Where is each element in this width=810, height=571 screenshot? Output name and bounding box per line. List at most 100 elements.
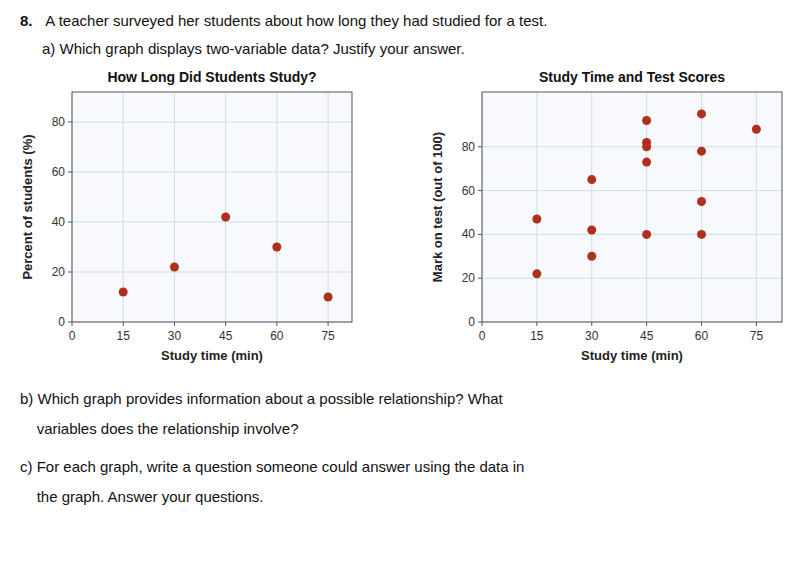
tick-label-x: 75 (750, 329, 764, 343)
tick-label-y: 80 (52, 115, 66, 129)
tick-y (478, 190, 482, 191)
point (752, 125, 761, 134)
grid-line-x (276, 92, 277, 322)
tick-x (225, 322, 226, 326)
point (642, 116, 651, 125)
point (532, 215, 541, 224)
question-text: A teacher surveyed her students about ho… (42, 12, 547, 29)
tick-y (68, 222, 72, 223)
question-text: b) Which graph provides information abou… (20, 390, 504, 407)
tick-x (756, 322, 757, 326)
tick-y (68, 272, 72, 273)
tick-label-x: 30 (168, 329, 182, 343)
grid-line-x (225, 92, 226, 322)
plot-frame (72, 92, 352, 322)
points (119, 213, 333, 302)
tick-y (68, 322, 72, 323)
tick-label-x: 0 (479, 329, 486, 343)
tick-y (68, 172, 72, 173)
point (697, 197, 706, 206)
grid-line-y (482, 234, 782, 235)
grid-line-x (174, 92, 175, 322)
tick-x (701, 322, 702, 326)
tick-x (72, 322, 73, 326)
point (119, 288, 128, 297)
tick-label-x: 0 (69, 329, 76, 343)
grid-line-y (72, 122, 352, 123)
tick-x (536, 322, 537, 326)
tick-y (68, 122, 72, 123)
point (697, 230, 706, 239)
grid-line-y (72, 272, 352, 273)
chart: 0 15 30 45 60 75 0 20 40 60 80 Study Time and Test … (430, 69, 782, 363)
grid-line-y (482, 278, 782, 279)
tick-label-y: 80 (462, 140, 476, 154)
page: 8. A teacher surveyed her students about… (0, 0, 810, 571)
tick-label-x: 60 (695, 329, 709, 343)
tick-x (174, 322, 175, 326)
point (170, 263, 179, 272)
chart-title: How Long Did Students Study? (107, 69, 316, 85)
tick-y (478, 234, 482, 235)
tick-label-y: 0 (58, 315, 65, 329)
tick-x (123, 322, 124, 326)
tick-x (276, 322, 277, 326)
tick-label-x: 15 (117, 329, 131, 343)
grid-line-x (701, 92, 702, 322)
point (324, 293, 333, 302)
point (642, 230, 651, 239)
tick-x (482, 322, 483, 326)
point (587, 175, 596, 184)
tick-x (328, 322, 329, 326)
tick-label-y: 60 (462, 184, 476, 198)
point (272, 243, 281, 252)
tick-label-y: 60 (52, 165, 66, 179)
grid-line-y (482, 146, 782, 147)
tick-label-y: 0 (468, 315, 475, 329)
point (697, 147, 706, 156)
grid-line-y (72, 172, 352, 173)
tick-label-y: 40 (52, 215, 66, 229)
tick-y (478, 322, 482, 323)
grid-line-x (536, 92, 537, 322)
point (587, 226, 596, 235)
axis-label-y: Mark on test (out of 100) (430, 132, 445, 282)
grid-line-x (328, 92, 329, 322)
question-text: the graph. Answer your questions. (20, 488, 263, 505)
point (697, 109, 706, 118)
grid-line-y (72, 222, 352, 223)
question-text: variables does the relationship involve? (20, 420, 299, 437)
tick-label-x: 30 (585, 329, 599, 343)
tick-label-y: 40 (462, 227, 476, 241)
point (587, 252, 596, 261)
plot-frame (482, 92, 782, 322)
question-text: c) For each graph, write a question some… (20, 458, 524, 475)
grid-line-x (646, 92, 647, 322)
axis-label-x: Study time (min) (581, 348, 683, 363)
tick-y (478, 278, 482, 279)
tick-label-x: 45 (219, 329, 233, 343)
tick-label-x: 45 (640, 329, 654, 343)
plot-area (482, 92, 782, 322)
tick-x (646, 322, 647, 326)
tick-y (478, 146, 482, 147)
axis-label-x: Study time (min) (161, 348, 263, 363)
tick-label-x: 15 (530, 329, 544, 343)
tick-label-y: 20 (462, 271, 476, 285)
grid-line-x (591, 92, 592, 322)
tick-label-x: 75 (321, 329, 335, 343)
point (532, 269, 541, 278)
tick-label-y: 20 (52, 265, 66, 279)
plot-area (72, 92, 352, 322)
point (642, 142, 651, 151)
points (532, 109, 761, 278)
point (642, 158, 651, 167)
tick-x (591, 322, 592, 326)
point (221, 213, 230, 222)
axis-label-y: Percent of students (%) (20, 134, 35, 279)
chart-title: Study Time and Test Scores (539, 69, 725, 85)
question-text: a) Which graph displays two-variable dat… (42, 40, 465, 57)
chart: 01530456075020406080How Long Did Student… (20, 69, 352, 363)
question-number: 8. (20, 12, 33, 29)
grid-line-y (482, 190, 782, 191)
